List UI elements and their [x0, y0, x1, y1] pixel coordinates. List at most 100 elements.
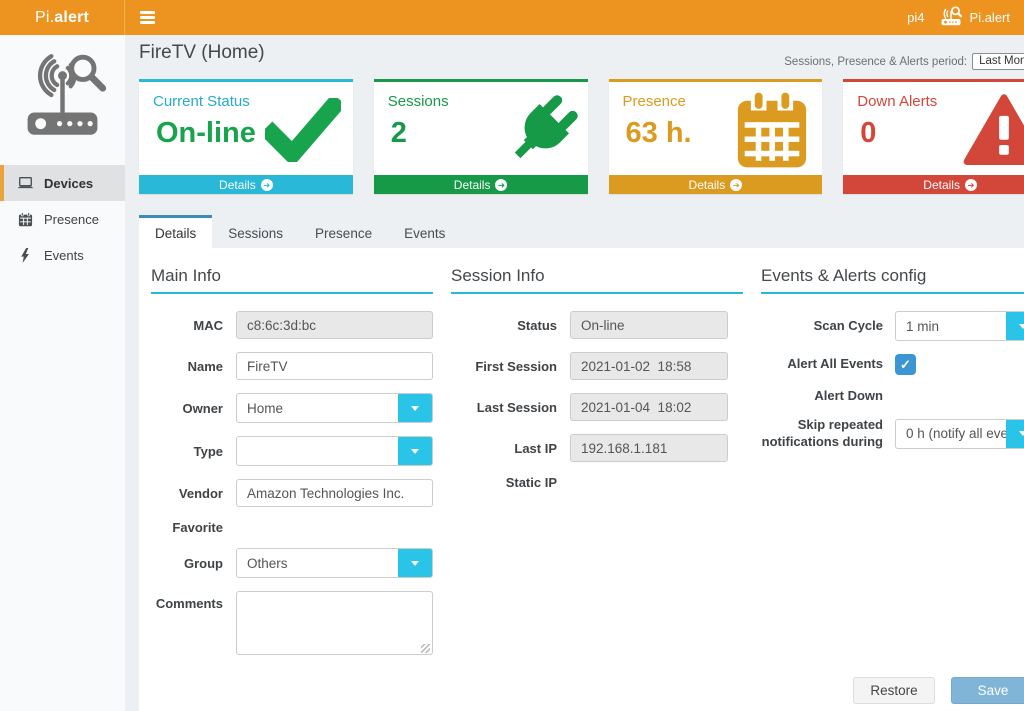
tab-bar: Details Sessions Presence Events	[139, 215, 1024, 248]
card-details-link[interactable]: Details ➜	[608, 175, 823, 194]
last-session-field	[570, 393, 728, 421]
card-label: Current Status	[153, 93, 250, 110]
status-label: Status	[517, 317, 557, 333]
group-value: Others	[247, 555, 288, 571]
group-label: Group	[184, 555, 223, 571]
period-select[interactable]: Last Month	[972, 53, 1024, 70]
section-title-events-config: Events & Alerts config	[761, 266, 1024, 294]
laptop-icon	[16, 176, 34, 190]
static-ip-label: Static IP	[505, 475, 557, 490]
comments-label: Comments	[155, 596, 223, 611]
vendor-field[interactable]	[236, 479, 433, 507]
period-value: Last Month	[979, 55, 1024, 67]
tab-details[interactable]: Details	[139, 215, 213, 248]
comments-field[interactable]	[236, 591, 433, 655]
mac-field	[236, 311, 433, 339]
tab-presence[interactable]: Presence	[315, 226, 373, 241]
account-label: Pi.alert	[969, 10, 1010, 25]
caret-down-icon	[1006, 419, 1024, 448]
skip-notifications-label: Skip repeated notifications during	[761, 417, 883, 449]
first-session-label: First Session	[475, 358, 557, 374]
brand-bold: alert	[54, 8, 90, 26]
router-magnifier-icon	[939, 6, 963, 29]
card-value: 2	[390, 117, 407, 149]
alert-all-events-label: Alert All Events	[787, 356, 883, 372]
name-field[interactable]	[236, 352, 433, 380]
details-panel: Main Info MAC Name Owner	[139, 248, 1024, 711]
sidebar-item-label: Presence	[44, 211, 99, 227]
sidebar-item-events[interactable]: Events	[0, 237, 125, 273]
first-session-field	[570, 352, 728, 380]
card-label: Sessions	[387, 93, 449, 110]
sidebar-item-label: Events	[44, 247, 84, 263]
type-value	[237, 437, 398, 465]
card-down-alerts: Down Alerts 0 Details ➜	[843, 79, 1024, 194]
details-label: Details	[688, 177, 726, 192]
details-label: Details	[923, 177, 960, 192]
last-ip-field	[570, 434, 728, 462]
card-details-link[interactable]: Details ➜	[843, 175, 1024, 194]
sidebar: Devices Presence	[0, 35, 125, 711]
vendor-label: Vendor	[178, 485, 223, 501]
brand-prefix: Pi.	[34, 8, 55, 26]
hamburger-icon[interactable]	[125, 0, 169, 35]
card-value: 0	[860, 117, 877, 149]
scan-cycle-select[interactable]: 1 min	[895, 311, 1024, 341]
sidebar-item-label: Devices	[44, 175, 94, 191]
last-session-label: Last Session	[476, 399, 557, 415]
caret-down-icon	[398, 437, 432, 465]
caret-down-icon	[398, 549, 432, 577]
status-field	[570, 311, 728, 339]
alert-down-label: Alert Down	[814, 388, 883, 403]
last-ip-label: Last IP	[514, 440, 557, 456]
warning-icon	[963, 92, 1024, 168]
section-title-main-info: Main Info	[151, 266, 433, 294]
tab-events[interactable]: Events	[404, 226, 446, 241]
account-menu[interactable]: Pi.alert	[939, 6, 1010, 29]
page-title: FireTV (Home)	[139, 42, 265, 63]
arrow-circle-icon: ➜	[260, 178, 273, 191]
check-icon: ✓	[900, 356, 911, 372]
card-label: Down Alerts	[857, 93, 938, 110]
tab-sessions[interactable]: Sessions	[228, 226, 284, 241]
caret-down-icon	[1006, 312, 1024, 340]
arrow-circle-icon: ➜	[495, 178, 508, 191]
owner-value: Home	[247, 400, 284, 416]
card-details-link[interactable]: Details ➜	[373, 175, 588, 194]
hostname-label: pi4	[907, 10, 925, 25]
type-label: Type	[193, 443, 223, 459]
check-icon	[264, 92, 341, 168]
period-label: Sessions, Presence & Alerts period:	[784, 55, 968, 68]
card-label: Presence	[622, 93, 686, 110]
arrow-circle-icon: ➜	[730, 178, 743, 191]
router-magnifier-logo	[0, 35, 125, 151]
mac-label: MAC	[193, 317, 223, 333]
group-select[interactable]: Others	[236, 548, 433, 578]
type-select[interactable]	[236, 436, 433, 466]
skip-notifications-select[interactable]: 0 h (notify all event	[895, 418, 1024, 449]
owner-select[interactable]: Home	[236, 393, 433, 423]
details-label: Details	[219, 177, 256, 192]
details-label: Details	[453, 177, 491, 192]
card-current-status: Current Status On-line Details ➜	[139, 79, 353, 194]
favorite-label: Favorite	[172, 520, 223, 535]
alert-all-events-checkbox[interactable]: ✓	[895, 354, 916, 375]
card-presence: Presence 63 h.	[608, 79, 823, 194]
caret-down-icon	[398, 394, 432, 422]
card-value: 63 h.	[625, 117, 692, 149]
save-button[interactable]: Save	[951, 677, 1024, 704]
card-details-link[interactable]: Details ➜	[139, 175, 353, 194]
arrow-circle-icon: ➜	[964, 178, 977, 191]
restore-button[interactable]: Restore	[853, 677, 935, 704]
brand-logo[interactable]: Pi. alert	[0, 0, 125, 35]
section-title-session-info: Session Info	[451, 266, 743, 294]
calendar-icon	[734, 92, 810, 168]
card-value: On-line	[156, 117, 256, 149]
name-label: Name	[187, 358, 223, 374]
sidebar-item-devices[interactable]: Devices	[0, 165, 125, 201]
bolt-icon	[16, 247, 34, 263]
skip-notifications-value: 0 h (notify all event	[906, 426, 1006, 441]
scan-cycle-value: 1 min	[906, 318, 940, 334]
owner-label: Owner	[182, 400, 223, 416]
sidebar-item-presence[interactable]: Presence	[0, 201, 125, 237]
